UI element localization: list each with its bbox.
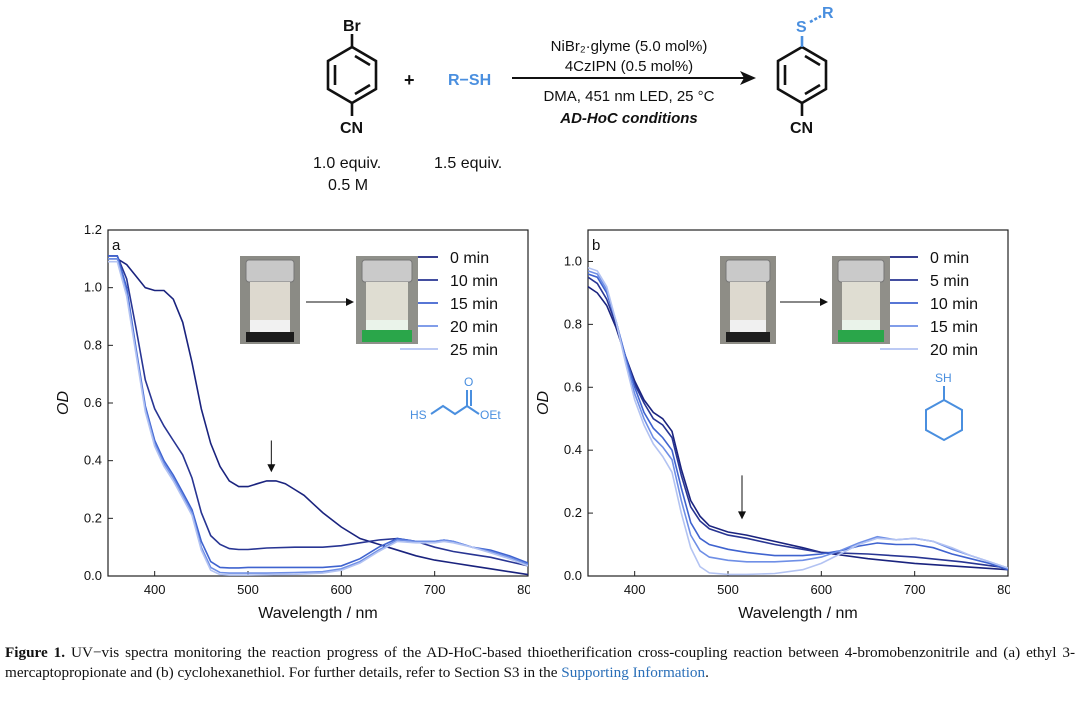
series-line-0-min (108, 257, 528, 576)
y-tick-label: 1.0 (84, 280, 102, 295)
legend-label: 0 min (930, 250, 969, 267)
y-tick-label: 0.8 (84, 337, 102, 352)
chart-panel-b: 400 500 600 700 800 0.0 0.2 0.4 0.6 0.8 1.0 0 min… (535, 229, 1010, 622)
caption-figure-label: Figure 1. (5, 644, 66, 661)
legend-label: 25 min (450, 342, 498, 359)
y-axis-a: 0.0 0.2 0.4 0.6 0.8 1.0 1.2 (84, 222, 113, 583)
conditions-line: DMA, 451 nm LED, 25 °C (543, 88, 714, 105)
y-tick-label: 1.2 (84, 222, 102, 237)
arrow-head (267, 464, 276, 473)
axes-frame-b (587, 229, 1009, 577)
x-tick-label: 500 (717, 582, 739, 597)
product-r-label: R (822, 5, 834, 22)
y-tick-label: 0.2 (564, 505, 582, 520)
x-axis-a: 400 500 600 700 800 (144, 571, 530, 597)
bromo-label: Br (343, 18, 361, 35)
figure-caption: Figure 1. UV−vis spectra monitoring the … (5, 643, 1075, 683)
reactant-4-bromobenzonitrile (326, 34, 378, 116)
thiol-structure-a (430, 390, 480, 416)
legend-label: 0 min (450, 250, 489, 267)
x-tick-label: 400 (144, 582, 166, 597)
catalyst-line-1: NiBr₂·glyme (5.0 mol%) (551, 38, 708, 55)
series-line-10-min (588, 273, 1008, 571)
x-axis-b: 400 500 600 700 800 (624, 571, 1010, 597)
reactant2-equiv: 1.5 equiv. (434, 155, 502, 172)
structure-a-hs: HS (410, 408, 427, 422)
y-tick-label: 0.4 (84, 453, 102, 468)
x-tick-label: 800 (517, 582, 530, 597)
decrease-arrow-a (267, 440, 276, 473)
y-axis-label-a: OD (55, 391, 72, 415)
series-line-10-min (108, 255, 528, 567)
series-line-20-min (588, 266, 1008, 576)
vial-photos-b (720, 256, 890, 344)
y-tick-label: 0.6 (84, 395, 102, 410)
y-tick-label: 0.8 (564, 316, 582, 331)
reaction-scheme: Br CN 1.0 equiv. 0.5 M + R−SH 1.5 equiv.… (313, 5, 834, 194)
reaction-arrow (512, 71, 756, 85)
legend-label: 15 min (930, 319, 978, 336)
x-tick-label: 700 (424, 582, 446, 597)
panel-label-b: b (592, 237, 600, 254)
series-group-a (108, 255, 528, 576)
structure-a-o: O (464, 375, 473, 389)
x-tick-label: 400 (624, 582, 646, 597)
x-axis-label-b: Wavelength / nm (738, 605, 857, 622)
structure-a-oet: OEt (480, 408, 501, 422)
x-tick-label: 800 (997, 582, 1010, 597)
x-tick-label: 600 (810, 582, 832, 597)
x-axis-label-a: Wavelength / nm (258, 605, 377, 622)
series-line-15-min (588, 270, 1008, 569)
x-tick-label: 600 (330, 582, 352, 597)
legend-label: 5 min (930, 273, 969, 290)
series-group-b (588, 266, 1008, 576)
product-sulfur-label: S (796, 19, 807, 36)
legend-label: 20 min (450, 319, 498, 336)
plus-sign: + (404, 70, 415, 90)
product-cyano-label: CN (790, 120, 813, 137)
vial-photos-a (240, 256, 418, 344)
reactant1-equiv: 1.0 equiv. (313, 155, 381, 172)
y-tick-label: 0.6 (564, 379, 582, 394)
legend-label: 10 min (450, 273, 498, 290)
cyano-label: CN (340, 120, 363, 137)
caption-end: . (705, 664, 709, 681)
y-tick-label: 0.2 (84, 510, 102, 525)
y-tick-label: 1.0 (564, 253, 582, 268)
thiol-label: R−SH (448, 72, 491, 89)
reactant1-conc: 0.5 M (328, 177, 368, 194)
product-aryl-thioether (776, 14, 828, 116)
legend-b: 0 min 5 min 10 min 15 min 20 min (880, 250, 978, 359)
legend-label: 15 min (450, 296, 498, 313)
y-tick-label: 0.4 (564, 442, 582, 457)
panel-label-a: a (112, 237, 121, 254)
x-tick-label: 500 (237, 582, 259, 597)
y-tick-label: 0.0 (84, 568, 102, 583)
supporting-information-link[interactable]: Supporting Information (561, 664, 706, 681)
caption-text: UV−vis spectra monitoring the reaction p… (5, 644, 1076, 681)
thiol-structure-b (925, 386, 963, 442)
chart-panel-a: 400 500 600 700 800 0.0 0.2 0.4 0.6 0.8 1.0 1.2 0 … (55, 222, 530, 622)
conditions-name: AD-HoC conditions (559, 110, 697, 127)
y-axis-label-b: OD (535, 391, 552, 415)
x-tick-label: 700 (904, 582, 926, 597)
arrow-head (738, 511, 746, 520)
series-line-25-min (108, 260, 528, 576)
legend-label: 20 min (930, 342, 978, 359)
structure-b-sh: SH (935, 371, 952, 385)
y-tick-label: 0.0 (564, 568, 582, 583)
catalyst-line-2: 4CzIPN (0.5 mol%) (565, 58, 693, 75)
decrease-arrow-b (738, 475, 746, 520)
y-axis-b: 0.0 0.2 0.4 0.6 0.8 1.0 (564, 253, 593, 583)
legend-label: 10 min (930, 296, 978, 313)
